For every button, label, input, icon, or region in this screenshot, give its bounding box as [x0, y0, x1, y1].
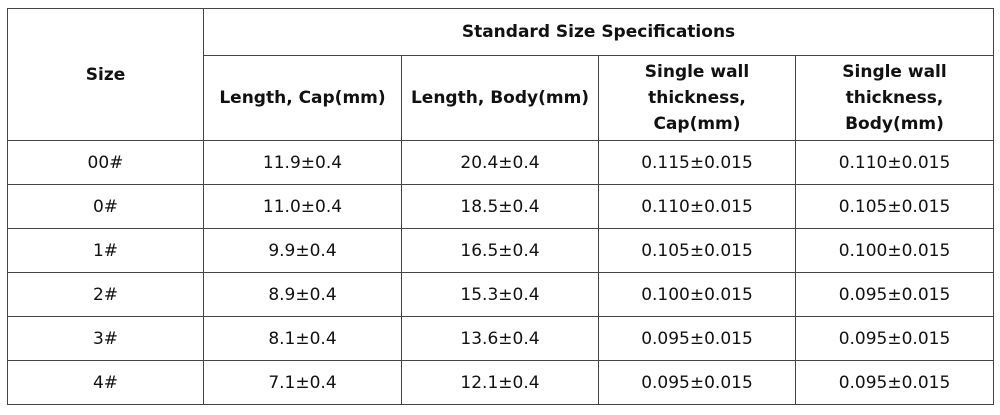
- column-header: Length, Body(mm): [401, 55, 599, 141]
- column-header: Single wall thickness, Body(mm): [794, 55, 995, 141]
- table-cell: 0.095±0.015: [794, 316, 995, 361]
- size-header: Size: [7, 8, 204, 141]
- table-cell: 16.5±0.4: [401, 228, 599, 273]
- table-row: 00# 11.9±0.4 20.4±0.4 0.115±0.015 0.110±0.01…: [7, 140, 995, 185]
- table-cell: 9.9±0.4: [203, 228, 402, 273]
- table-row: 3# 8.1±0.4 13.6±0.4 0.095±0.015 0.095±0.015: [7, 316, 995, 361]
- spec-table: Size Standard Size Specifications Length…: [7, 8, 995, 405]
- column-header-text: Single wall thickness, Cap(mm): [644, 62, 750, 134]
- table-cell: 11.9±0.4: [203, 140, 402, 185]
- table-cell: 0.095±0.015: [598, 360, 796, 405]
- table-cell: 7.1±0.4: [203, 360, 402, 405]
- table-cell: 0.105±0.015: [598, 228, 796, 273]
- table-cell: 11.0±0.4: [203, 184, 402, 229]
- table-row: 2# 8.9±0.4 15.3±0.4 0.100±0.015 0.095±0.015: [7, 272, 995, 317]
- table-row: 4# 7.1±0.4 12.1±0.4 0.095±0.015 0.095±0.015: [7, 360, 995, 405]
- table-cell: 0.095±0.015: [598, 316, 796, 361]
- table-cell: 0.100±0.015: [794, 228, 995, 273]
- table-row: 0# 11.0±0.4 18.5±0.4 0.110±0.015 0.105±0.015: [7, 184, 995, 229]
- table-cell: 8.1±0.4: [203, 316, 402, 361]
- table-cell: 13.6±0.4: [401, 316, 599, 361]
- column-header-text: Single wall thickness, Body(mm): [842, 62, 947, 134]
- table-cell: 15.3±0.4: [401, 272, 599, 317]
- table-cell: 0#: [7, 184, 204, 229]
- table-cell: 0.105±0.015: [794, 184, 995, 229]
- table-cell: 2#: [7, 272, 204, 317]
- table-cell: 0.110±0.015: [598, 184, 796, 229]
- table-cell: 20.4±0.4: [401, 140, 599, 185]
- table-cell: 0.100±0.015: [598, 272, 796, 317]
- table-cell: 3#: [7, 316, 204, 361]
- table-cell: 0.095±0.015: [794, 272, 995, 317]
- table-cell: 8.9±0.4: [203, 272, 402, 317]
- column-header: Single wall thickness, Cap(mm): [598, 55, 796, 141]
- group-header: Standard Size Specifications: [202, 8, 995, 56]
- table-cell: 0.110±0.015: [794, 140, 995, 185]
- table-row: 1# 9.9±0.4 16.5±0.4 0.105±0.015 0.100±0.015: [7, 228, 995, 273]
- column-header-text: Length, Cap(mm): [219, 88, 386, 108]
- table-cell: 0.095±0.015: [794, 360, 995, 405]
- table-cell: 0.115±0.015: [598, 140, 796, 185]
- table-cell: 12.1±0.4: [401, 360, 599, 405]
- column-header-text: Length, Body(mm): [410, 88, 590, 108]
- table-cell: 00#: [7, 140, 204, 185]
- column-header: Length, Cap(mm): [203, 55, 402, 141]
- table-cell: 4#: [7, 360, 204, 405]
- table-cell: 18.5±0.4: [401, 184, 599, 229]
- table-cell: 1#: [7, 228, 204, 273]
